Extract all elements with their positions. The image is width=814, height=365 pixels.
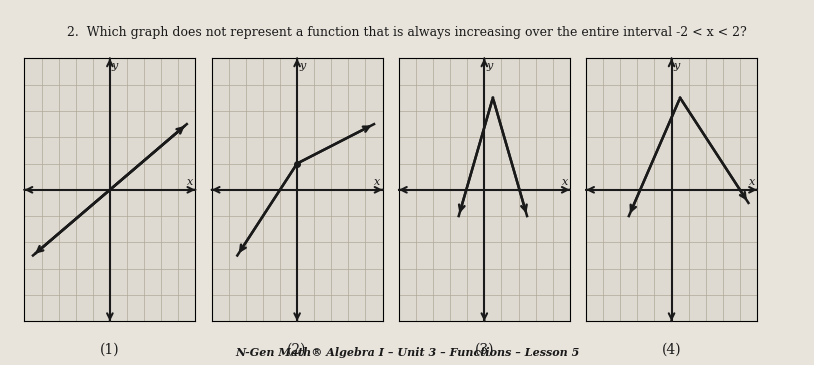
Text: x: x <box>374 177 381 187</box>
Text: y: y <box>486 61 492 71</box>
Text: x: x <box>187 177 194 187</box>
Text: (1): (1) <box>100 342 120 356</box>
Text: y: y <box>112 61 118 71</box>
Text: (3): (3) <box>475 342 494 356</box>
Text: (4): (4) <box>662 342 681 356</box>
Text: N-Gen Math® Algebra I – Unit 3 – Functions – Lesson 5: N-Gen Math® Algebra I – Unit 3 – Functio… <box>234 347 580 358</box>
Text: (2): (2) <box>287 342 307 356</box>
Text: y: y <box>299 61 305 71</box>
Text: y: y <box>673 61 680 71</box>
Text: x: x <box>749 177 755 187</box>
Text: x: x <box>562 177 568 187</box>
Text: 2.  Which graph does not represent a function that is always increasing over the: 2. Which graph does not represent a func… <box>67 26 747 39</box>
